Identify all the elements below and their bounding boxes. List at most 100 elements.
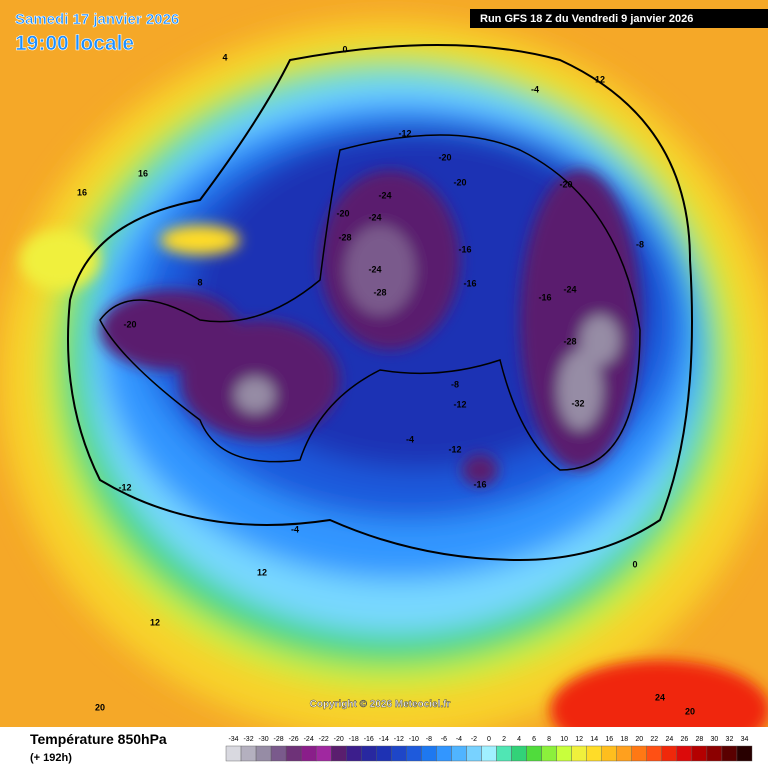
- scale-label: 22: [650, 736, 658, 743]
- scale-label: 18: [620, 736, 628, 743]
- scale-label: 8: [547, 736, 551, 743]
- scale-swatch: [421, 745, 437, 762]
- isotherm-label: -4: [531, 84, 539, 94]
- isotherm-label: -20: [336, 208, 349, 218]
- scale-label: -14: [379, 736, 389, 743]
- run-info: Run GFS 18 Z du Vendredi 9 janvier 2026: [480, 13, 693, 25]
- run-box: [470, 9, 768, 28]
- scale-swatch: [406, 745, 422, 762]
- scale-label: 10: [560, 736, 568, 743]
- scale-label: 26: [680, 736, 688, 743]
- isotherm-label: 20: [95, 702, 105, 712]
- scale-swatch: [646, 745, 663, 762]
- isotherm-label: 24: [655, 692, 665, 702]
- isotherm-label: -4: [291, 524, 299, 534]
- isotherm-label: 16: [77, 187, 87, 197]
- scale-label: -10: [409, 736, 419, 743]
- scale-label: 24: [665, 736, 673, 743]
- scale-label: 28: [696, 736, 704, 743]
- scale-label: 2: [502, 736, 506, 743]
- scale-swatch: [526, 745, 542, 762]
- scale-label: -8: [426, 736, 432, 743]
- scale-label: 34: [741, 736, 749, 743]
- isotherm-label: -24: [378, 190, 391, 200]
- scale-label: -12: [394, 736, 404, 743]
- scale-label: -20: [334, 736, 344, 743]
- isotherm-label: -4: [406, 434, 414, 444]
- isotherm-label: -8: [451, 379, 459, 389]
- isotherm-label: -16: [463, 278, 476, 288]
- scale-swatch: [361, 745, 377, 762]
- scale-swatch: [436, 745, 452, 762]
- scale-swatch: [300, 745, 317, 762]
- scale-label: -28: [274, 736, 284, 743]
- isotherm-label: -12: [453, 399, 466, 409]
- isotherm-label: -24: [368, 264, 381, 274]
- scale-label: 30: [711, 736, 719, 743]
- isotherm-label: 4: [222, 52, 227, 62]
- forecast-date: Samedi 17 janvier 2026: [15, 11, 179, 28]
- isotherm-label: -20: [438, 152, 451, 162]
- isotherm-label: 0: [632, 559, 637, 569]
- isotherm-label: -24: [563, 284, 576, 294]
- scale-label: 0: [487, 736, 491, 743]
- scale-label: -32: [243, 736, 253, 743]
- scale-swatch: [616, 745, 632, 762]
- isotherm-label: -12: [118, 482, 131, 492]
- scale-swatch: [481, 745, 497, 762]
- isotherm-label: -20: [559, 179, 572, 189]
- scale-swatch: [586, 745, 602, 762]
- scale-swatch: [376, 745, 392, 762]
- scale-swatch: [391, 745, 407, 762]
- scale-label: -18: [349, 736, 359, 743]
- isotherm-label: 12: [595, 74, 605, 84]
- isotherm-label: -24: [368, 212, 381, 222]
- scale-swatch: [541, 745, 557, 762]
- scale-swatch: [346, 745, 362, 762]
- legend-title: Température 850hPa: [30, 731, 167, 747]
- scale-label: 20: [635, 736, 643, 743]
- scale-swatch: [676, 745, 693, 762]
- isotherm-label: 20: [685, 706, 695, 716]
- scale-label: 12: [575, 736, 583, 743]
- scale-swatch: [511, 745, 527, 762]
- isotherm-label: -8: [636, 239, 644, 249]
- scale-label: -22: [319, 736, 329, 743]
- scale-swatch: [631, 745, 647, 762]
- isotherm-label: -32: [571, 398, 584, 408]
- scale-swatch: [255, 745, 272, 762]
- scale-swatch: [556, 745, 572, 762]
- isotherm-label: -16: [538, 292, 551, 302]
- copyright: Copyright © 2026 Meteociel.fr: [310, 699, 451, 710]
- scale-swatch: [225, 745, 242, 762]
- scale-label: 32: [726, 736, 734, 743]
- scale-label: 4: [517, 736, 521, 743]
- scale-swatch: [691, 745, 708, 762]
- isotherm-label: 12: [257, 567, 267, 577]
- isotherm: [99, 134, 641, 471]
- scale-swatch: [451, 745, 467, 762]
- isotherm-label: -12: [398, 128, 411, 138]
- isotherm-label: 12: [150, 617, 160, 627]
- scale-swatch: [571, 745, 587, 762]
- legend-subtitle: (+ 192h): [30, 752, 72, 764]
- scale-label: -34: [228, 736, 238, 743]
- forecast-time: 19:00 locale: [15, 32, 134, 55]
- scale-swatch: [661, 745, 678, 762]
- scale-swatch: [285, 745, 302, 762]
- isotherm-label: 0: [342, 44, 347, 54]
- scale-label: -16: [364, 736, 374, 743]
- scale-swatch: [466, 745, 482, 762]
- isotherm-label: -16: [458, 244, 471, 254]
- scale-label: -24: [304, 736, 314, 743]
- scale-label: 14: [590, 736, 598, 743]
- zero-isotherm: [67, 44, 693, 562]
- isotherm-label: -12: [448, 444, 461, 454]
- isotherm-label: 16: [138, 168, 148, 178]
- scale-label: -30: [259, 736, 269, 743]
- isotherm-label: -20: [123, 319, 136, 329]
- isotherm-label: -16: [473, 479, 486, 489]
- scale-swatch: [270, 745, 287, 762]
- scale-swatch: [601, 745, 617, 762]
